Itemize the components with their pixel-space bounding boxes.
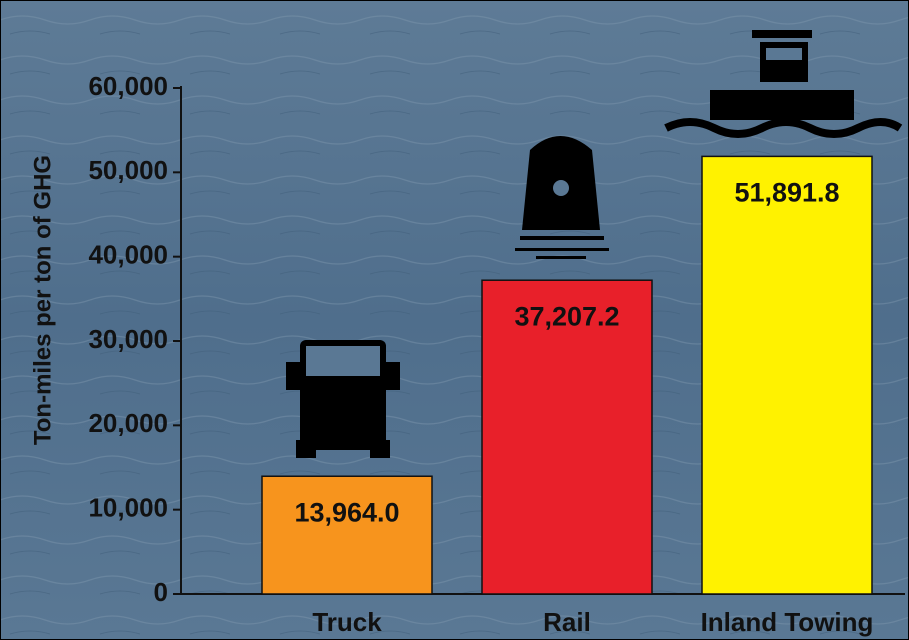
x-tick-label: Rail <box>543 607 591 637</box>
y-tick-label: 0 <box>154 577 168 607</box>
y-tick-label: 60,000 <box>88 71 168 101</box>
bar <box>701 155 873 595</box>
y-axis-label: Ton-miles per ton of GHG <box>29 155 56 445</box>
value-label: 13,964.0 <box>294 497 399 527</box>
boat-icon <box>664 30 903 138</box>
y-tick-label: 50,000 <box>88 155 168 185</box>
icons <box>286 30 903 458</box>
value-label: 51,891.8 <box>734 178 839 208</box>
bar <box>481 279 653 595</box>
x-tick-label: Inland Towing <box>701 607 874 637</box>
rail-icon <box>515 136 609 259</box>
truck-icon <box>286 340 400 458</box>
x-tick-label: Truck <box>312 607 382 637</box>
y-tick-label: 30,000 <box>88 324 168 354</box>
value-label: 37,207.2 <box>514 301 619 331</box>
y-tick-label: 10,000 <box>88 493 168 523</box>
bar <box>261 475 433 595</box>
y-tick-label: 40,000 <box>88 240 168 270</box>
y-tick-label: 20,000 <box>88 408 168 438</box>
